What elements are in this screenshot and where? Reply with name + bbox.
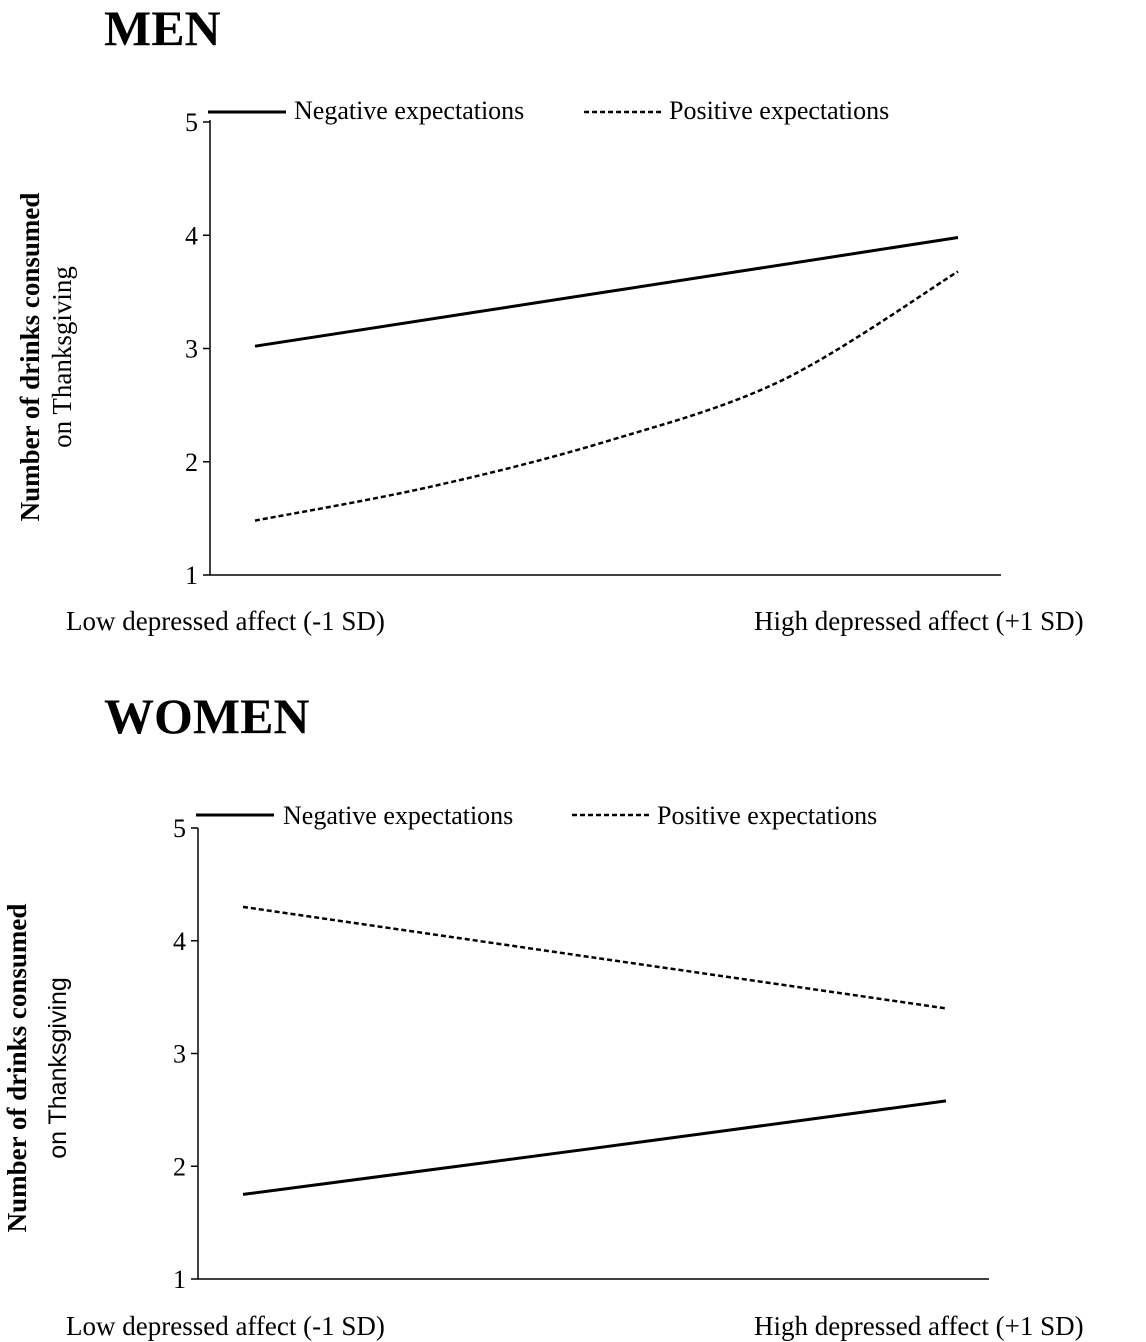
y-tick-label: 2 <box>185 448 198 477</box>
women-panel: WOMEN Negative expectations Positive exp… <box>2 688 1084 1341</box>
y-axis-label-line1: Number of drinks consumed <box>2 904 32 1233</box>
y-axis-label-line2: on Thanksgiving <box>47 266 77 448</box>
y-axis-ticks: 1 2 3 4 5 <box>173 814 198 1294</box>
y-tick-label: 4 <box>185 221 198 250</box>
legend-label-negative: Negative expectations <box>294 96 524 125</box>
x-category-label-high: High depressed affect (+1 SD) <box>754 606 1084 636</box>
x-category-label-high: High depressed affect (+1 SD) <box>754 1311 1084 1341</box>
legend-label-positive: Positive expectations <box>669 96 889 125</box>
y-axis-ticks: 1 2 3 4 5 <box>185 108 210 590</box>
y-tick-label: 5 <box>185 108 198 137</box>
series-line-positive-expectations <box>242 905 947 1010</box>
x-category-label-low: Low depressed affect (-1 SD) <box>66 606 385 636</box>
y-tick-label: 4 <box>173 927 186 956</box>
y-tick-label: 1 <box>185 561 198 590</box>
legend-label-positive: Positive expectations <box>657 801 877 830</box>
series-line-negative-expectations <box>254 236 959 348</box>
series-line-positive-expectations <box>254 270 959 522</box>
y-tick-label: 3 <box>173 1040 186 1069</box>
chart-title: MEN <box>104 0 221 56</box>
chart-title: WOMEN <box>104 688 310 744</box>
y-tick-label: 1 <box>173 1265 186 1294</box>
men-panel: MEN Negative expectations Positive expec… <box>15 0 1084 636</box>
series-line-negative-expectations <box>242 1099 947 1196</box>
x-category-label-low: Low depressed affect (-1 SD) <box>66 1311 385 1341</box>
y-tick-label: 2 <box>173 1152 186 1181</box>
legend-label-negative: Negative expectations <box>283 801 513 830</box>
y-tick-label: 5 <box>173 814 186 843</box>
y-axis-label-line1: Number of drinks consumed <box>15 193 45 522</box>
y-tick-label: 3 <box>185 335 198 364</box>
y-axis-label-line2: on Thanksgiving <box>44 977 72 1159</box>
